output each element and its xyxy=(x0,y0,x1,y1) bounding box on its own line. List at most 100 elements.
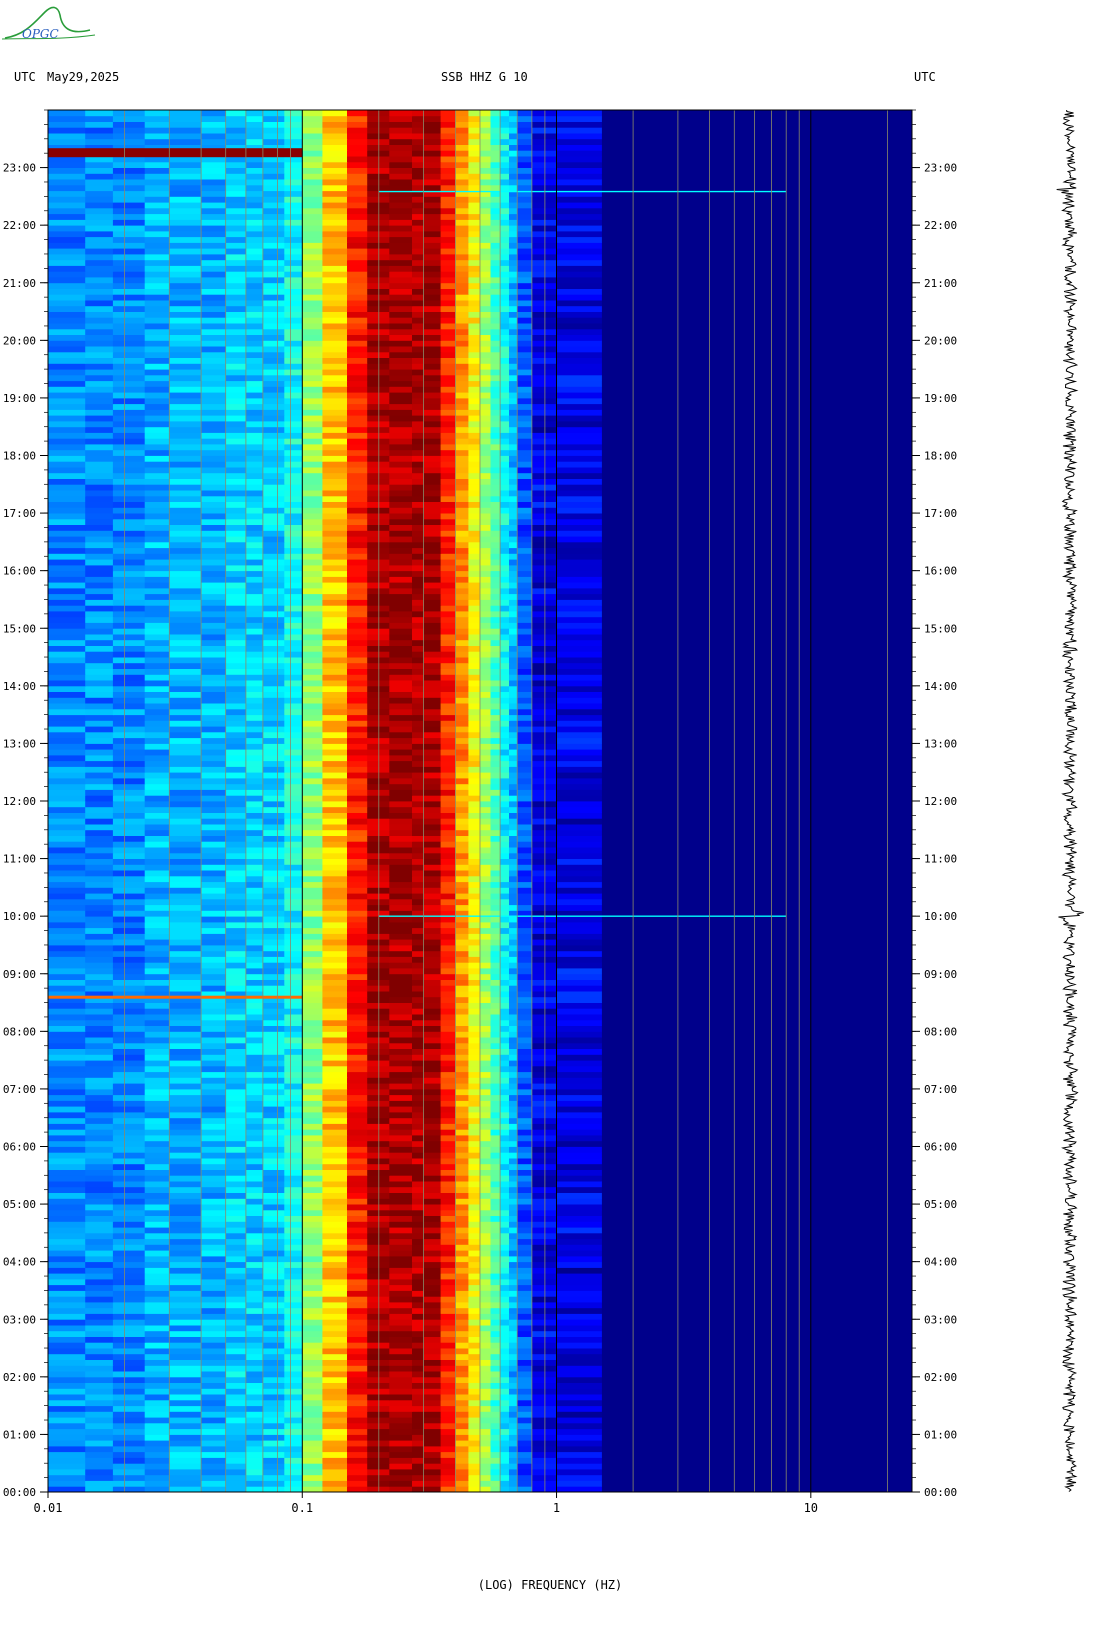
heatmap-cell xyxy=(412,1129,425,1136)
heatmap-cell xyxy=(48,582,86,589)
heatmap-cell xyxy=(500,1169,510,1176)
heatmap-cell xyxy=(85,1417,114,1424)
heatmap-cell xyxy=(322,444,348,451)
heatmap-cell xyxy=(440,933,456,940)
heatmap-cell xyxy=(284,1284,303,1291)
heatmap-cell xyxy=(322,507,348,514)
heatmap-cell xyxy=(225,461,247,468)
heatmap-cell xyxy=(509,875,518,883)
heatmap-cell xyxy=(169,547,202,554)
heatmap-cell xyxy=(412,1486,425,1493)
heatmap-cell xyxy=(169,1405,202,1412)
heatmap-cell xyxy=(500,1054,510,1061)
heatmap-cell xyxy=(262,1451,285,1458)
heatmap-cell xyxy=(262,1060,285,1067)
heatmap-cell xyxy=(556,1480,602,1487)
heatmap-cell xyxy=(302,1112,323,1119)
heatmap-cell xyxy=(468,616,481,623)
heatmap-cell xyxy=(500,939,510,946)
heatmap-cell xyxy=(48,806,86,813)
heatmap-cell xyxy=(480,1394,492,1401)
heatmap-cell xyxy=(389,1123,413,1130)
heatmap-cell xyxy=(455,513,469,520)
heatmap-cell xyxy=(201,1198,227,1205)
heatmap-cell xyxy=(490,524,501,531)
heatmap-cell xyxy=(284,1175,303,1182)
heatmap-cell xyxy=(490,737,501,744)
heatmap-cell xyxy=(347,1077,368,1084)
heatmap-cell xyxy=(556,438,602,445)
heatmap-cell xyxy=(468,622,481,629)
heatmap-cell xyxy=(48,950,86,957)
heatmap-cell xyxy=(245,685,264,692)
heatmap-cell xyxy=(225,1342,247,1349)
heatmap-cell xyxy=(112,472,146,479)
heatmap-cell xyxy=(322,1181,348,1188)
heatmap-cell xyxy=(556,881,602,888)
heatmap-cell xyxy=(245,1307,264,1314)
heatmap-cell xyxy=(48,714,86,721)
heatmap-cell xyxy=(423,1359,442,1366)
heatmap-cell xyxy=(169,593,202,600)
heatmap-cell xyxy=(85,587,114,595)
heatmap-cell xyxy=(556,1371,602,1378)
heatmap-cell xyxy=(389,622,413,629)
heatmap-cell xyxy=(245,587,264,595)
heatmap-cell xyxy=(201,1065,227,1073)
heatmap-cell xyxy=(412,662,425,669)
heatmap-cell xyxy=(423,1140,442,1147)
heatmap-cell xyxy=(500,910,510,917)
heatmap-cell xyxy=(455,1359,469,1366)
heatmap-cell xyxy=(412,1060,425,1067)
heatmap-cell xyxy=(284,933,303,940)
heatmap-cell xyxy=(302,1186,323,1193)
heatmap-cell xyxy=(490,490,501,497)
heatmap-cell xyxy=(284,1319,303,1326)
heatmap-cell xyxy=(302,1434,323,1441)
heatmap-cell xyxy=(347,806,368,813)
heatmap-cell xyxy=(322,668,348,675)
heatmap-cell xyxy=(225,1083,247,1090)
heatmap-cell xyxy=(48,1238,86,1245)
heatmap-cell xyxy=(201,708,227,716)
heatmap-cell xyxy=(480,1186,492,1193)
heatmap-cell xyxy=(201,513,227,520)
heatmap-cell xyxy=(468,1215,481,1222)
heatmap-cell xyxy=(284,818,303,825)
heatmap-cell xyxy=(262,1054,285,1061)
heatmap-cell xyxy=(517,789,533,796)
heatmap-cell xyxy=(500,553,510,560)
heatmap-cell xyxy=(468,547,481,554)
heatmap-cell xyxy=(423,772,442,779)
heatmap-cell xyxy=(500,881,510,888)
heatmap-cell xyxy=(517,1152,533,1159)
heatmap-cell xyxy=(517,841,533,848)
heatmap-cell xyxy=(302,875,323,883)
heatmap-cell xyxy=(302,1457,323,1464)
heatmap-cell xyxy=(201,559,227,566)
heatmap-cell xyxy=(112,801,146,808)
heatmap-cell xyxy=(412,991,425,998)
heatmap-cell xyxy=(112,1474,146,1481)
heatmap-cell xyxy=(517,680,533,687)
heatmap-cell xyxy=(517,703,533,710)
heatmap-cell xyxy=(85,956,114,963)
heatmap-cell xyxy=(389,1048,413,1055)
heatmap-cell xyxy=(468,524,481,531)
heatmap-cell xyxy=(412,806,425,813)
heatmap-cell xyxy=(440,1342,456,1349)
heatmap-cell xyxy=(556,472,602,479)
heatmap-cell xyxy=(225,864,247,871)
heatmap-cell xyxy=(322,536,348,543)
heatmap-cell xyxy=(245,858,264,865)
heatmap-cell xyxy=(440,950,456,957)
heatmap-cell xyxy=(455,1250,469,1257)
heatmap-cell xyxy=(347,432,368,439)
heatmap-cell xyxy=(412,1445,425,1453)
heatmap-cell xyxy=(225,691,247,698)
heatmap-cell xyxy=(225,530,247,537)
heatmap-cell xyxy=(48,455,86,462)
heatmap-cell xyxy=(490,1353,501,1360)
heatmap-cell xyxy=(322,1238,348,1245)
heatmap-cell xyxy=(169,1158,202,1165)
